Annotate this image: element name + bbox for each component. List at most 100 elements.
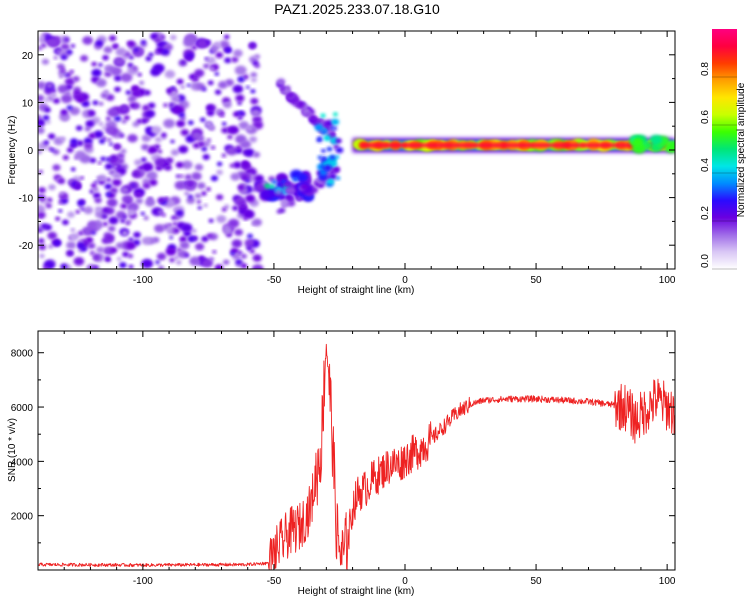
noise-speckle-strong (208, 218, 214, 223)
snr-plot-area (38, 343, 675, 570)
noise-speckle (38, 118, 46, 127)
arc-core (332, 112, 338, 117)
noise-speckle (128, 237, 134, 242)
noise-speckle (97, 174, 107, 182)
noise-speckle-strong (170, 215, 177, 220)
carrier-end (664, 142, 675, 154)
snr-y-tick-label: 6000 (11, 403, 34, 414)
noise-speckle (142, 104, 150, 112)
noise-speckle (62, 115, 69, 121)
noise-speckle-strong (164, 164, 172, 171)
noise-speckle (176, 120, 186, 128)
noise-speckle (242, 175, 248, 180)
noise-speckle-strong (108, 35, 117, 42)
noise-speckle (120, 148, 127, 154)
noise-speckle (82, 36, 93, 45)
noise-speckle-strong (175, 210, 184, 217)
noise-speckle (53, 56, 58, 60)
noise-speckle-strong (178, 112, 185, 118)
noise-speckle (128, 55, 134, 60)
noise-speckle (64, 77, 75, 86)
noise-speckle-strong (215, 52, 224, 59)
noise-speckle (148, 197, 153, 201)
noise-speckle (126, 202, 139, 212)
colorbar-tick-label: 0.0 (700, 254, 711, 268)
noise-speckle (132, 66, 138, 71)
noise-speckle (223, 101, 232, 109)
noise-speckle (96, 246, 105, 253)
noise-speckle-strong (148, 52, 154, 57)
noise-speckle-strong (61, 219, 69, 226)
noise-speckle-strong (76, 96, 85, 103)
noise-speckle-strong (109, 142, 113, 146)
noise-speckle (69, 70, 74, 74)
low-tail-blob (271, 179, 277, 185)
noise-speckle (252, 254, 262, 262)
noise-speckle (196, 38, 209, 49)
noise-speckle-strong (90, 251, 95, 255)
noise-speckle (93, 265, 98, 269)
noise-speckle (176, 260, 182, 265)
noise-speckle (154, 37, 161, 43)
noise-speckle-strong (175, 161, 184, 169)
noise-speckle (157, 265, 165, 269)
arc-speckle (280, 199, 289, 206)
noise-speckle (120, 218, 126, 224)
noise-speckle-strong (245, 179, 250, 183)
noise-speckle (248, 43, 256, 49)
noise-speckle (209, 66, 215, 71)
noise-speckle (46, 37, 59, 48)
carrier-end (650, 144, 661, 152)
noise-speckle (83, 142, 93, 150)
noise-speckle (180, 60, 186, 65)
noise-speckle-strong (64, 37, 69, 42)
noise-speckle (144, 90, 151, 96)
arc-core (335, 176, 341, 180)
noise-speckle-strong (74, 184, 81, 190)
noise-speckle (111, 178, 122, 187)
noise-speckle (232, 161, 242, 169)
arc-core (317, 136, 322, 141)
noise-speckle (206, 109, 215, 117)
noise-speckle-strong (114, 86, 121, 93)
noise-speckle-strong (204, 57, 209, 61)
noise-speckle (127, 134, 138, 143)
noise-speckle-strong (157, 197, 166, 204)
noise-speckle (234, 65, 247, 76)
noise-speckle (110, 66, 123, 76)
noise-speckle (38, 228, 43, 233)
noise-speckle-strong (88, 132, 97, 139)
noise-speckle (92, 186, 99, 193)
noise-speckle (210, 47, 218, 53)
noise-speckle (85, 120, 95, 128)
noise-speckle-strong (80, 246, 88, 252)
noise-speckle-strong (44, 107, 51, 113)
noise-speckle (105, 126, 115, 134)
noise-speckle-strong (80, 176, 84, 180)
noise-speckle (240, 253, 247, 259)
noise-speckle (245, 194, 256, 203)
noise-speckle-strong (92, 100, 99, 106)
noise-speckle-strong (77, 243, 83, 248)
noise-speckle (239, 140, 252, 149)
noise-speckle (41, 58, 50, 65)
noise-speckle (163, 118, 176, 129)
noise-speckle (154, 50, 160, 55)
arc-speckle (296, 196, 303, 201)
noise-speckle (91, 68, 102, 77)
noise-speckle-strong (243, 216, 248, 221)
noise-speckle-strong (173, 228, 180, 234)
noise-speckle (233, 49, 243, 58)
noise-speckle-strong (71, 142, 77, 147)
noise-speckle (62, 155, 69, 161)
noise-speckle (95, 78, 107, 88)
noise-speckle-strong (165, 157, 174, 164)
noise-speckle-strong (128, 264, 134, 269)
noise-speckle (179, 236, 188, 243)
spectrogram-y-tick-label: 10 (22, 98, 34, 109)
noise-speckle-strong (221, 127, 229, 134)
noise-speckle (60, 94, 73, 104)
noise-speckle (59, 74, 64, 79)
noise-speckle-strong (76, 199, 85, 207)
noise-speckle (252, 218, 262, 227)
